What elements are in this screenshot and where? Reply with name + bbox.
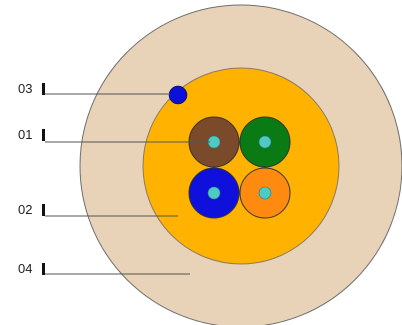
callout-01: 01	[18, 127, 210, 143]
core-center	[207, 186, 221, 200]
callout-label: 01	[18, 127, 32, 142]
core-bottom-right	[239, 167, 291, 219]
core-top-right	[239, 116, 291, 168]
inner-filler	[142, 67, 340, 265]
callout-label: 04	[18, 261, 32, 276]
core-top-left	[188, 116, 240, 168]
core-center	[258, 186, 272, 200]
ripcord	[168, 85, 188, 105]
core-bottom-left	[188, 167, 240, 219]
callout-tick	[42, 263, 45, 275]
callout-label: 02	[18, 202, 32, 217]
callout-label: 03	[18, 81, 32, 96]
callout-03: 03	[18, 81, 170, 96]
fiber-cores	[188, 116, 291, 219]
core-center	[258, 135, 272, 149]
callout-02: 02	[18, 202, 178, 217]
callout-04: 04	[18, 261, 190, 276]
callout-tick	[42, 129, 45, 141]
callout-tick	[42, 204, 45, 216]
callout-tick	[42, 83, 45, 95]
